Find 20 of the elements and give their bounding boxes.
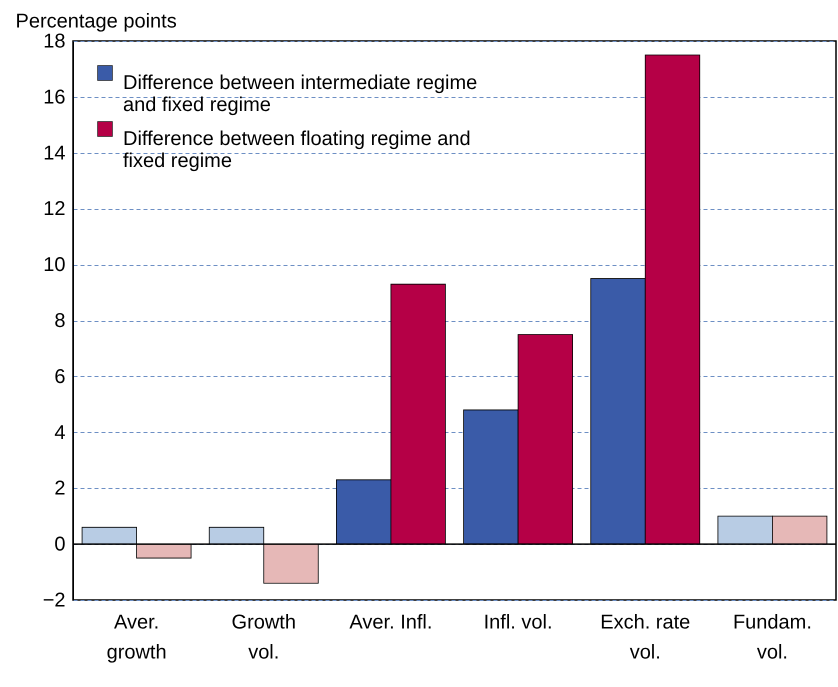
legend-label: Difference between intermediate regime and fixed regime: [123, 72, 478, 116]
y-tick-label: 16: [43, 86, 66, 108]
legend-label: Difference between floating regime and fixed regime: [123, 128, 471, 172]
x-tick-label: Fundam. vol.: [732, 612, 812, 664]
x-tick-label: Aver. Infl.: [349, 612, 432, 634]
y-tick-label: −2: [42, 590, 66, 612]
y-tick-label: 18: [43, 30, 66, 52]
x-tick-label: Exch. rate vol.: [600, 612, 690, 664]
x-tick-label: Growth vol.: [232, 612, 296, 664]
y-tick-label: 6: [54, 366, 66, 388]
x-tick-label: Aver. growth: [106, 612, 167, 664]
y-tick-label: 4: [54, 422, 66, 444]
x-tick-label: Infl. vol.: [484, 612, 553, 634]
y-tick-label: 2: [54, 478, 66, 500]
y-tick-label: 12: [43, 198, 66, 220]
y-tick-label: 14: [43, 142, 66, 164]
y-tick-label: 10: [43, 254, 66, 276]
y-axis-title: Percentage points: [16, 10, 177, 32]
y-tick-label: 8: [54, 310, 66, 332]
y-tick-label: 0: [54, 534, 66, 556]
